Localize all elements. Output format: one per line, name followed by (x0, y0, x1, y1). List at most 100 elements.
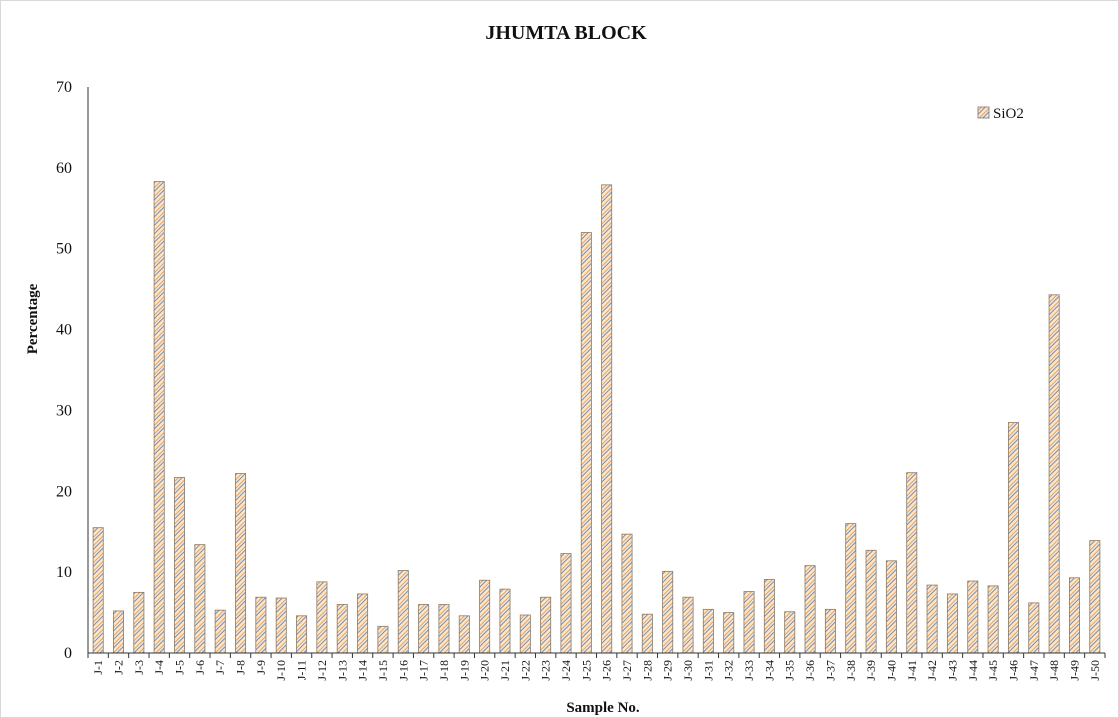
x-tick-label: J-13 (335, 660, 349, 681)
bar-j-39 (865, 549, 877, 654)
bar-j-50 (1089, 540, 1101, 654)
bar-j-45 (987, 585, 999, 654)
x-tick-label: J-8 (234, 660, 248, 675)
x-axis-ticks: J-1 J-2 J-3 J-4 J-5 J-6 J-7 J-8 J-9 J-10 J-11 J-12 J… (87, 653, 1106, 681)
x-tick-label: J-32 (722, 660, 736, 681)
x-tick-label: J-48 (1047, 660, 1061, 681)
bar-j-43 (946, 593, 958, 654)
bar-j-42 (926, 584, 938, 654)
x-tick-label: J-24 (559, 660, 573, 681)
x-tick-label: J-40 (884, 660, 898, 681)
x-tick-label: J-16 (396, 660, 410, 681)
bar-j-9 (255, 596, 267, 654)
y-tick-label: 20 (56, 483, 72, 500)
x-tick-label: J-35 (783, 660, 797, 681)
bar-j-19 (458, 615, 470, 654)
x-tick-label: J-27 (620, 660, 634, 681)
bar-j-37 (824, 608, 836, 654)
bar-j-13 (336, 604, 348, 654)
x-tick-label: J-9 (254, 660, 268, 675)
x-tick-label: J-30 (681, 660, 695, 681)
bar-j-20 (479, 579, 491, 654)
bar-j-35 (784, 611, 796, 654)
x-tick-label: J-45 (986, 660, 1000, 681)
x-tick-label: J-34 (762, 660, 776, 681)
y-tick-label: 40 (56, 322, 72, 339)
bar-j-7 (214, 609, 226, 654)
x-tick-label: J-14 (356, 660, 370, 681)
x-tick-label: J-20 (478, 660, 492, 681)
bar-j-49 (1069, 577, 1080, 654)
bar-j-38 (845, 523, 857, 654)
y-tick-label: 30 (56, 402, 72, 419)
x-tick-label: J-49 (1067, 660, 1081, 681)
x-tick-label: J-36 (803, 660, 817, 681)
bar-j-24 (560, 553, 572, 654)
bar-j-33 (743, 591, 755, 654)
x-tick-label: J-7 (213, 660, 227, 675)
x-tick-label: J-18 (437, 660, 451, 681)
legend-swatch-sio2 (977, 106, 990, 119)
bar-j-48 (1048, 294, 1060, 654)
bar-j-26 (601, 184, 613, 654)
x-tick-label: J-43 (945, 660, 959, 681)
bar-j-34 (763, 579, 775, 654)
x-tick-label: J-46 (1006, 660, 1020, 681)
bar-j-47 (1028, 602, 1040, 654)
bar-j-32 (723, 612, 735, 654)
x-tick-label: J-42 (925, 660, 939, 681)
x-tick-label: J-3 (132, 660, 146, 675)
x-tick-label: J-31 (701, 660, 715, 681)
bar-j-36 (804, 565, 816, 654)
y-tick-label: 0 (64, 645, 72, 662)
bar-j-5 (174, 477, 186, 654)
bar-j-23 (540, 596, 552, 654)
bar-j-10 (275, 597, 287, 654)
bar-j-27 (621, 533, 633, 654)
bar-j-25 (580, 232, 592, 654)
bar-j-29 (662, 570, 674, 654)
x-tick-label: J-39 (864, 660, 878, 681)
bar-j-46 (1007, 422, 1019, 654)
x-tick-label: J-44 (966, 660, 980, 681)
x-tick-label: J-28 (640, 660, 654, 681)
x-tick-label: J-25 (579, 660, 593, 681)
x-tick-label: J-1 (91, 660, 105, 675)
x-tick-label: J-21 (498, 660, 512, 681)
bar-j-41 (906, 472, 918, 654)
bar-j-30 (682, 596, 694, 654)
x-tick-label: J-29 (661, 660, 675, 681)
x-tick-label: J-12 (315, 660, 329, 681)
bar-j-44 (967, 580, 979, 654)
bar-j-40 (885, 560, 897, 654)
bar-j-16 (397, 570, 409, 654)
bar-j-22 (519, 614, 531, 654)
x-tick-label: J-5 (173, 660, 187, 675)
y-axis-ticks: 0 10 20 30 40 50 60 70 (56, 79, 72, 662)
bar-j-6 (194, 544, 206, 654)
bar-j-8 (235, 473, 247, 654)
bar-j-17 (418, 604, 430, 654)
x-tick-label: J-6 (193, 660, 207, 675)
x-tick-label: J-50 (1088, 660, 1102, 681)
x-tick-label: J-23 (539, 660, 553, 681)
bar-j-3 (133, 591, 145, 654)
x-tick-label: J-4 (152, 660, 166, 675)
x-axis-label: Sample No. (566, 700, 640, 716)
bar-j-4 (153, 181, 165, 654)
legend-label-sio2: SiO2 (993, 106, 1024, 122)
bar-j-2 (113, 610, 124, 654)
bar-j-28 (641, 613, 653, 654)
bar-j-31 (702, 608, 714, 654)
bar-j-1 (92, 527, 104, 654)
y-tick-label: 10 (56, 564, 72, 581)
y-axis-label: Percentage (25, 283, 41, 354)
bars-group (92, 181, 1101, 654)
x-tick-label: J-38 (844, 660, 858, 681)
y-tick-label: 70 (56, 79, 72, 96)
y-tick-label: 50 (56, 241, 72, 258)
x-tick-label: J-47 (1027, 660, 1041, 681)
x-tick-label: J-2 (112, 660, 126, 675)
